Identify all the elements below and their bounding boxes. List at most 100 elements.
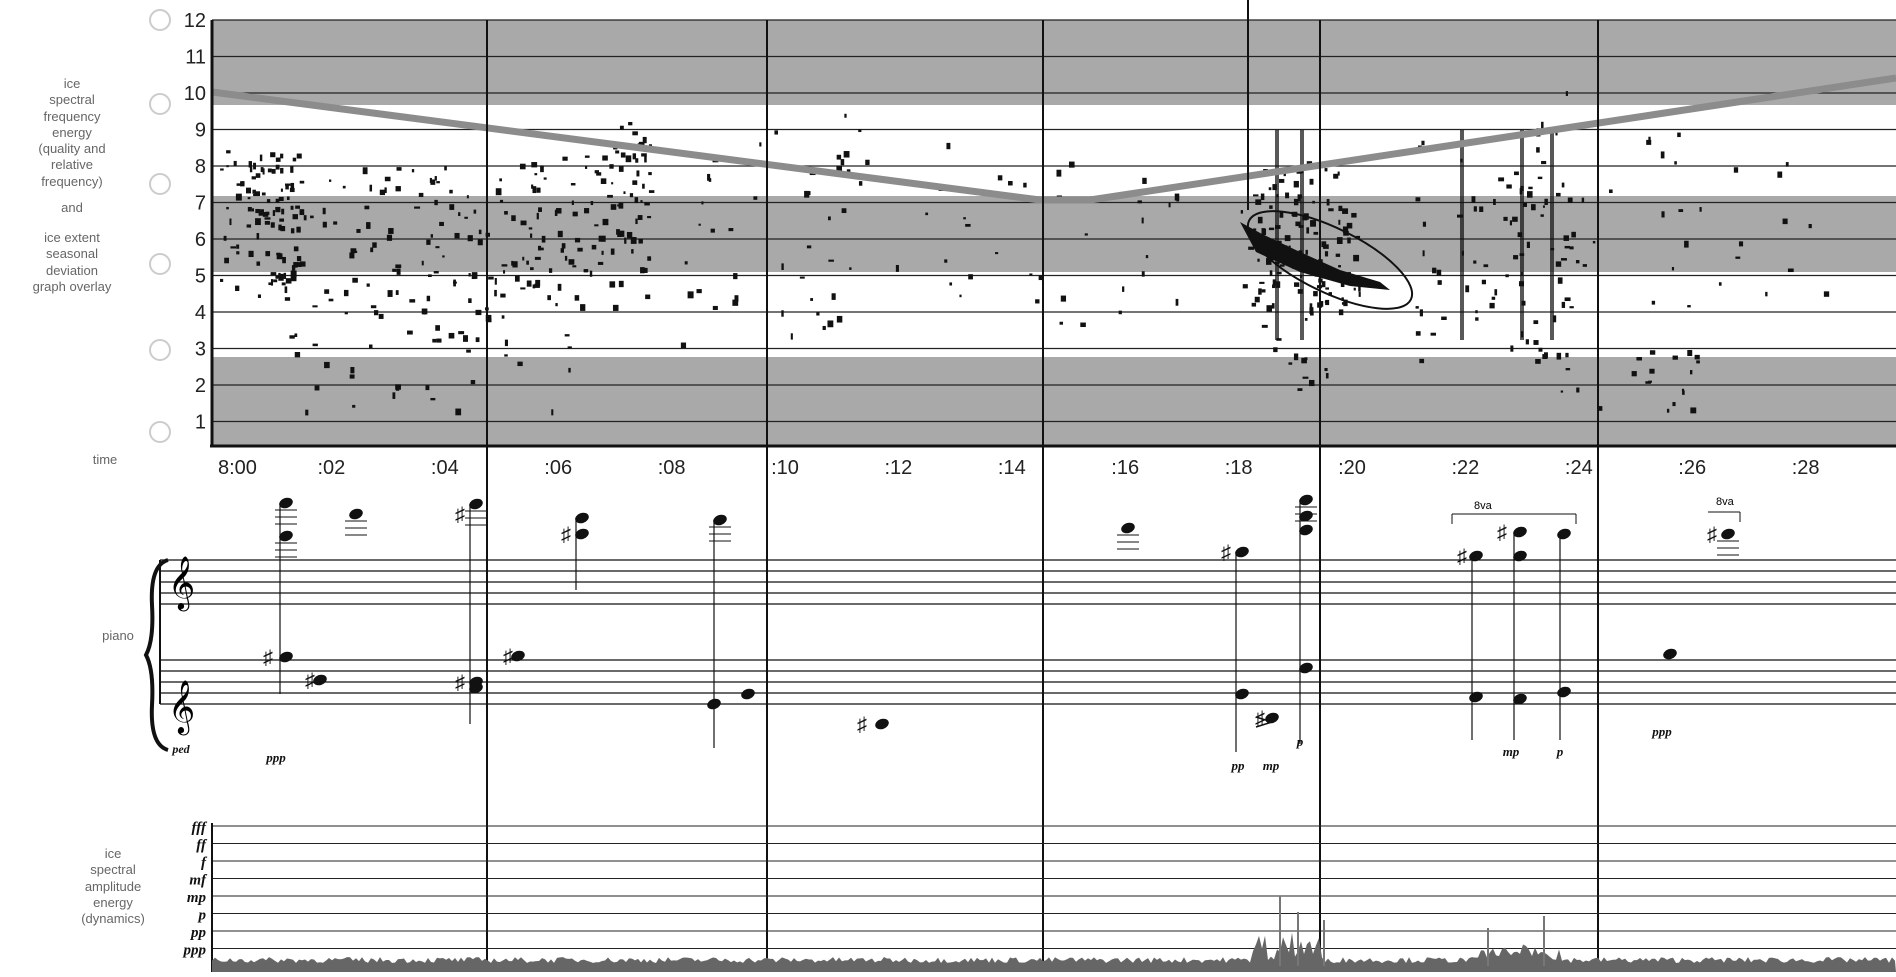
energy-speck [1262,289,1266,292]
energy-speck [1273,347,1277,352]
energy-speck [1648,137,1650,140]
energy-speck [995,252,998,254]
energy-speck [256,173,261,178]
y-tick-label: 10 [184,83,206,105]
energy-speck [364,206,369,210]
energy-speck [1338,220,1340,225]
note-head [1468,549,1485,563]
energy-speck [250,167,252,172]
energy-speck [1359,292,1361,297]
label-line: ice [6,76,138,92]
energy-speck [685,261,688,264]
energy-speck [422,309,428,315]
energy-speck [1556,193,1561,197]
time-tick-label: :04 [431,457,459,479]
energy-speck [370,185,373,192]
energy-speck [573,212,578,217]
piano-staff: 𝄞 𝄞 ♯♯♯♯♯♯♯♯♯♯♯♯ 8va 8va [146,493,1896,752]
note-head [1662,647,1679,661]
note-head [1264,711,1281,725]
energy-speck [1695,355,1700,360]
sharp-icon: ♯ [263,647,273,669]
amplitude-waveform [212,896,1896,972]
energy-speck [1569,246,1573,249]
energy-speck [282,282,286,285]
energy-speck [263,168,265,174]
time-tick-label: :22 [1451,457,1479,479]
energy-speck [810,298,813,301]
energy-speck [603,219,609,225]
energy-speck [1142,218,1144,224]
energy-speck [252,208,254,211]
energy-speck [1512,217,1518,222]
energy-speck [791,333,793,339]
energy-speck [832,293,836,300]
energy-speck [602,155,608,160]
energy-speck [1069,162,1075,168]
energy-speck [236,244,239,248]
energy-speck [1576,388,1579,393]
energy-speck [1261,194,1265,201]
staff-lines [160,560,1896,704]
energy-speck [264,217,270,219]
energy-speck [466,350,471,353]
energy-speck [234,161,237,166]
energy-speck [1696,360,1700,363]
energy-speck [1531,204,1536,210]
energy-speck [499,178,502,181]
energy-speck [1328,208,1333,211]
energy-speck [1347,223,1353,229]
energy-speck [295,206,300,209]
energy-speck [585,156,590,158]
energy-speck [1690,370,1692,374]
energy-speck [1687,305,1690,307]
energy-speck [1533,340,1538,345]
energy-speck [304,215,307,220]
energy-speck [1672,267,1674,270]
energy-speck [584,269,589,272]
energy-speck [1687,350,1692,356]
energy-speck [253,194,255,196]
energy-speck [1672,402,1675,406]
energy-speck [556,208,561,214]
energy-speck [434,200,437,205]
energy-speck [1257,259,1259,262]
energy-speck [1324,368,1327,371]
energy-speck [1008,181,1013,185]
energy-speck [644,156,647,162]
energy-speck [367,283,370,286]
energy-speck [641,153,647,156]
dynamics-scale-label: ff [196,838,208,854]
energy-speck [1288,362,1292,364]
energy-speck [774,130,778,134]
energy-speck [1080,323,1086,327]
energy-speck [635,219,637,224]
energy-speck [551,409,553,415]
energy-speck [468,235,473,241]
energy-speck [396,186,401,191]
time-label: time [80,452,130,468]
energy-speck [959,295,961,298]
energy-speck [865,160,869,165]
energy-speck [638,239,642,244]
energy-speck [823,326,826,330]
energy-speck [538,248,543,251]
energy-speck [572,201,574,205]
piano-label: piano [88,628,148,644]
time-tick-label: :20 [1338,457,1366,479]
energy-speck [350,367,354,373]
time-tick-label: :26 [1678,457,1706,479]
energy-speck [1735,257,1740,259]
energy-speck [1541,214,1544,216]
note-head [1120,521,1137,535]
label-line: amplitude [58,879,168,895]
energy-speck [631,249,633,254]
y-tick-label: 7 [195,193,206,215]
energy-speck [732,300,738,306]
energy-speck [324,289,329,294]
energy-speck [1351,213,1356,218]
marker-circle-icon [150,422,170,442]
energy-speck [258,294,261,298]
marker-circle-icon [150,94,170,114]
